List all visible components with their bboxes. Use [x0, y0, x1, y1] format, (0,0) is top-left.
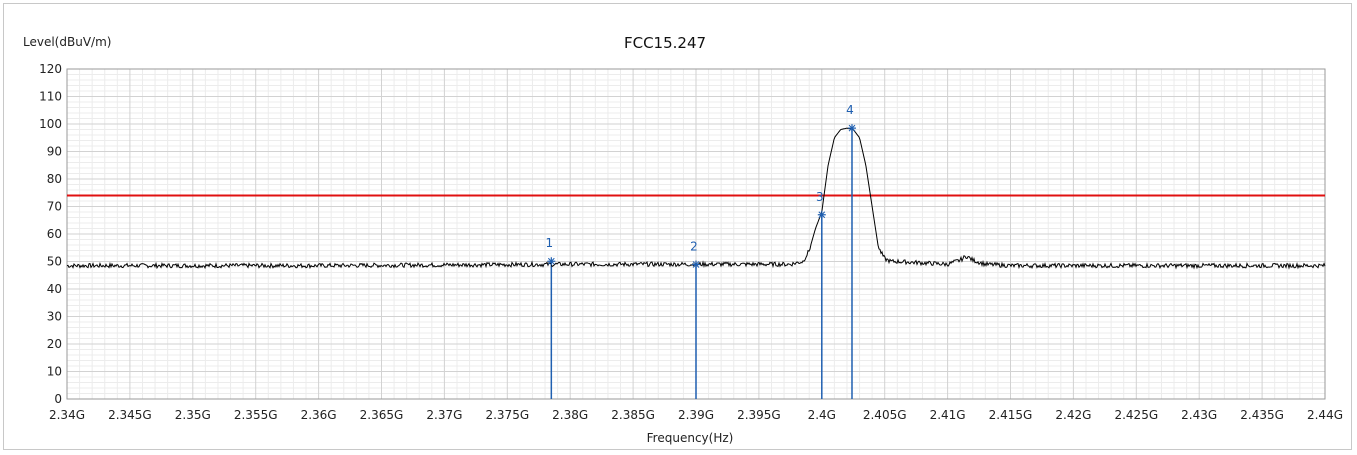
x-tick-label: 2.415G — [989, 408, 1033, 422]
y-tick-label: 70 — [47, 200, 62, 214]
y-tick-label: 120 — [39, 62, 62, 76]
chart-title: FCC15.247 — [624, 34, 706, 52]
y-tick-label: 50 — [47, 255, 62, 269]
x-tick-label: 2.34G — [49, 408, 85, 422]
x-tick-label: 2.38G — [552, 408, 588, 422]
y-tick-label: 10 — [47, 365, 62, 379]
marker-point-2 — [692, 261, 700, 268]
x-tick-label: 2.41G — [930, 408, 966, 422]
y-tick-label: 0 — [54, 392, 62, 406]
marker-point-4 — [848, 124, 856, 132]
x-tick-label: 2.365G — [360, 408, 404, 422]
y-tick-label: 90 — [47, 145, 62, 159]
y-tick-label: 20 — [47, 337, 62, 351]
axis-ticks: 2.34G 2.345G 2.35G 2.355G 2.36G 2.365G 2.37G 2.… — [39, 62, 1343, 422]
emission-chart: 2.34G 2.345G 2.35G 2.355G 2.36G 2.365G 2.37G 2.… — [23, 34, 1343, 445]
marker-point-1 — [547, 257, 555, 265]
y-tick-label: 110 — [39, 90, 62, 104]
y-tick-label: 80 — [47, 172, 62, 186]
y-tick-label: 40 — [47, 282, 62, 296]
marker-label-3: 3 — [816, 190, 824, 204]
x-tick-label: 2.395G — [737, 408, 781, 422]
x-tick-label: 2.42G — [1055, 408, 1091, 422]
y-axis-label: Level(dBuV/m) — [23, 35, 111, 49]
x-tick-label: 2.425G — [1114, 408, 1158, 422]
marker-points: 1 2 3 4 — [546, 103, 856, 269]
x-tick-label: 2.43G — [1181, 408, 1217, 422]
y-tick-label: 60 — [47, 227, 62, 241]
x-tick-label: 2.36G — [301, 408, 337, 422]
x-tick-label: 2.435G — [1240, 408, 1284, 422]
x-tick-label: 2.4G — [808, 408, 836, 422]
x-axis-label: Frequency(Hz) — [647, 431, 734, 445]
x-tick-label: 2.405G — [863, 408, 907, 422]
marker-label-2: 2 — [690, 240, 698, 254]
marker-point-3 — [818, 211, 826, 219]
x-tick-label: 2.385G — [611, 408, 655, 422]
y-tick-label: 100 — [39, 117, 62, 131]
y-tick-label: 30 — [47, 310, 62, 324]
x-tick-label: 2.44G — [1307, 408, 1343, 422]
marker-lines — [550, 128, 853, 399]
x-tick-label: 2.35G — [175, 408, 211, 422]
marker-label-1: 1 — [546, 236, 554, 250]
x-tick-label: 2.375G — [485, 408, 529, 422]
chart-frame: 2.34G 2.345G 2.35G 2.355G 2.36G 2.365G 2.37G 2.… — [3, 3, 1352, 450]
x-tick-label: 2.37G — [426, 408, 462, 422]
x-tick-label: 2.345G — [108, 408, 152, 422]
x-tick-label: 2.39G — [678, 408, 714, 422]
marker-label-4: 4 — [846, 103, 854, 117]
x-tick-label: 2.355G — [234, 408, 278, 422]
